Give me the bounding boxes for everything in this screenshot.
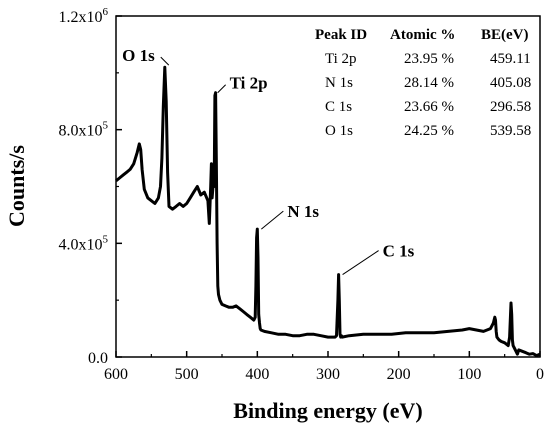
plot-area: 600 500 400 300 200 100 0 0.0 4.0x105 8.0x105 1.2… <box>59 6 545 383</box>
peak-label: O 1s <box>122 46 155 65</box>
y-axis-title: Counts/s <box>4 145 29 227</box>
table-cell: C 1s <box>325 99 352 115</box>
y-tick-label: 0.0 <box>88 350 108 367</box>
peak-leader-line <box>342 250 379 276</box>
table-cell: 459.11 <box>490 51 531 67</box>
table-cell: 24.25 % <box>404 123 454 139</box>
peak-leader-line <box>217 84 226 94</box>
composition-table: Peak ID Atomic % BE(eV) Ti 2p 23.95 % 459.11 N… <box>315 27 531 139</box>
table-cell: 296.58 <box>490 99 531 115</box>
table-cell: 23.95 % <box>404 51 454 67</box>
x-tick-label: 600 <box>104 366 128 383</box>
x-tick-label: 300 <box>316 366 340 383</box>
table-cell: O 1s <box>325 123 353 139</box>
table-cell: 23.66 % <box>404 99 454 115</box>
peak-label: Ti 2p <box>230 74 268 93</box>
x-tick-label: 400 <box>245 366 269 383</box>
x-axis-ticks: 600 500 400 300 200 100 0 <box>104 351 544 383</box>
table-header: BE(eV) <box>481 27 529 43</box>
x-tick-label: 500 <box>175 366 199 383</box>
x-tick-label: 200 <box>387 366 411 383</box>
table-header: Peak ID <box>315 27 367 43</box>
x-tick-label: 100 <box>457 366 481 383</box>
y-tick-label: 8.0x105 <box>59 120 109 140</box>
y-tick-label: 1.2x106 <box>59 6 109 26</box>
peak-label: N 1s <box>287 202 319 221</box>
peak-annotations: O 1s Ti 2p N 1s C 1s <box>122 46 415 276</box>
table-header: Atomic % <box>390 27 455 43</box>
table-cell: 28.14 % <box>404 75 454 91</box>
y-axis-ticks: 0.0 4.0x105 8.0x105 1.2x106 <box>59 6 122 367</box>
spectrum-line <box>115 65 541 358</box>
x-tick-label: 0 <box>536 366 544 383</box>
plot-frame <box>115 15 541 358</box>
y-tick-label: 4.0x105 <box>59 233 109 253</box>
table-cell: 539.58 <box>490 123 531 139</box>
peak-label: C 1s <box>383 242 415 261</box>
x-axis-title: Binding energy (eV) <box>233 398 422 423</box>
table-cell: N 1s <box>325 75 353 91</box>
peak-leader-line <box>160 56 170 66</box>
table-cell: 405.08 <box>490 75 531 91</box>
peak-leader-line <box>261 210 284 230</box>
table-cell: Ti 2p <box>325 51 357 67</box>
